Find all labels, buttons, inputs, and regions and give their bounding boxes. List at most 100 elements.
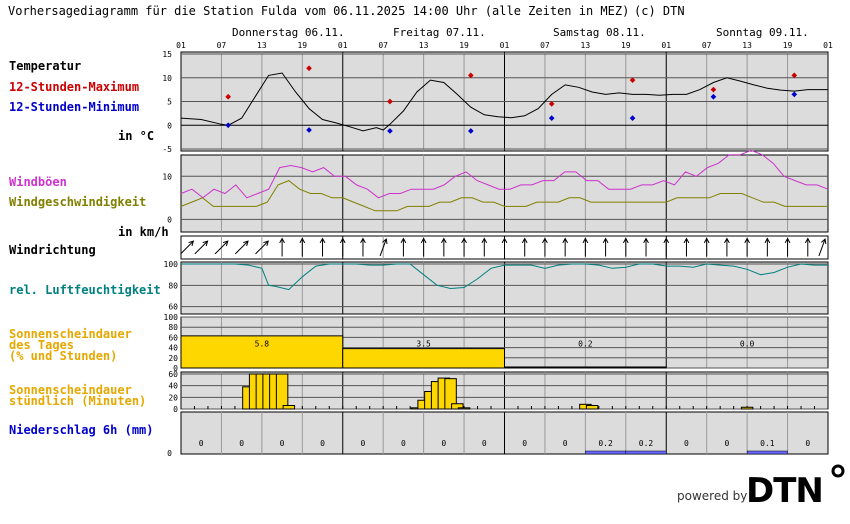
sun-hourly-bar bbox=[275, 373, 289, 410]
label-wind-speed: Windgeschwindigkeit bbox=[9, 195, 146, 209]
wind-arrow-head bbox=[683, 237, 690, 244]
day-label-2: Freitag 07.11. bbox=[393, 26, 486, 39]
hour-tick-label: 01 bbox=[176, 41, 186, 50]
wind-arrow-shaft bbox=[234, 240, 249, 255]
day-label-3: Samstag 08.11. bbox=[553, 26, 646, 39]
wind-arrow-head bbox=[521, 237, 528, 244]
precip-value-label: 0.2 bbox=[598, 439, 613, 448]
wind-arrow bbox=[602, 237, 609, 257]
wind-arrow bbox=[180, 240, 195, 255]
sun-daily-tick-label: 40 bbox=[168, 344, 178, 353]
wind-arrow bbox=[744, 237, 750, 257]
sun-hourly-bar bbox=[457, 407, 471, 410]
sun-hourly-bar bbox=[444, 378, 457, 410]
precip-value-label: 0 bbox=[361, 439, 366, 448]
sun-hourly-tick-label: 20 bbox=[168, 393, 178, 402]
precip-value-label: 0.2 bbox=[639, 439, 654, 448]
sun-hourly-tick-label: 0 bbox=[173, 405, 178, 414]
wind-arrow bbox=[542, 237, 548, 257]
label-temp-unit: in °C bbox=[118, 129, 154, 143]
precip-value-label: 0 bbox=[320, 439, 325, 448]
wind-arrow bbox=[724, 237, 730, 257]
wind-tick-label: 10 bbox=[162, 172, 172, 181]
sun-hourly-bar bbox=[585, 405, 599, 410]
wind-arrow-shaft bbox=[379, 238, 387, 257]
hour-tick-label: 07 bbox=[217, 41, 227, 50]
wind-arrow bbox=[663, 237, 670, 257]
label-gusts: Windböen bbox=[9, 175, 67, 189]
wind-arrow bbox=[319, 237, 326, 257]
dtn-logo-dot bbox=[831, 464, 845, 478]
hour-tick-label: 19 bbox=[621, 41, 631, 50]
wind-arrow-head bbox=[339, 237, 346, 244]
wind-speed-line bbox=[180, 180, 828, 212]
label-min: 12-Stunden-Minimum bbox=[9, 100, 139, 114]
label-precip: Niederschlag 6h (mm) bbox=[9, 423, 154, 437]
wind-arrow bbox=[279, 237, 285, 257]
powered-by-label: powered by bbox=[677, 489, 747, 503]
wind-tick-label: 0 bbox=[167, 215, 172, 224]
min-point bbox=[629, 115, 636, 121]
wind-arrow-head bbox=[562, 237, 568, 244]
min-point bbox=[467, 128, 474, 134]
precip-bar bbox=[746, 450, 788, 455]
sun-daily-value-label: 0.0 bbox=[740, 340, 755, 349]
wind-arrow-shaft bbox=[255, 240, 269, 255]
wind-arrow bbox=[441, 237, 447, 257]
max-point bbox=[548, 101, 555, 107]
precip-value-label: 0 bbox=[805, 439, 810, 448]
wind-arrow-head bbox=[299, 237, 306, 244]
wind-arrow bbox=[501, 237, 508, 257]
precip-value-label: 0 bbox=[684, 439, 689, 448]
max-point bbox=[467, 72, 474, 79]
wind-arrow-head bbox=[481, 237, 488, 244]
wind-arrow-head bbox=[441, 237, 447, 244]
precip-value-label: 0 bbox=[724, 439, 729, 448]
temp-tick-label: 15 bbox=[162, 50, 172, 59]
wind-arrow bbox=[804, 237, 811, 257]
temperature-line bbox=[180, 72, 828, 132]
chart-title: Vorhersagediagramm für die Station Fulda… bbox=[8, 4, 629, 18]
sun-hourly-bar bbox=[740, 406, 754, 410]
wind-direction-panel bbox=[180, 235, 829, 260]
sun-hourly-bar bbox=[282, 405, 296, 410]
sun-hourly-bar bbox=[451, 403, 464, 410]
hour-tick-label: 01 bbox=[823, 41, 833, 50]
hour-tick-label: 01 bbox=[338, 41, 348, 50]
wind-arrow-head bbox=[744, 237, 750, 244]
temp-tick-label: 10 bbox=[162, 74, 172, 83]
sun-daily-value-label: 5.8 bbox=[255, 340, 270, 349]
wind-arrow bbox=[643, 237, 649, 257]
wind-arrow-shaft bbox=[214, 240, 229, 255]
wind-arrow-head bbox=[724, 237, 730, 244]
hour-tick-label: 07 bbox=[378, 41, 388, 50]
wind-arrow bbox=[461, 237, 467, 257]
wind-arrow bbox=[562, 237, 568, 257]
wind-arrow-head bbox=[703, 237, 710, 244]
humidity-tick-label: 80 bbox=[168, 281, 178, 290]
wind-arrow-head bbox=[360, 237, 366, 244]
max-point bbox=[710, 86, 717, 93]
wind-arrow bbox=[784, 237, 791, 257]
wind-panel: 0 10 bbox=[162, 149, 829, 233]
day-label-1: Donnerstag 06.11. bbox=[232, 26, 345, 39]
precip-value-label: 0.1 bbox=[760, 439, 775, 448]
gust-line bbox=[180, 149, 829, 199]
hour-tick-label: 13 bbox=[742, 41, 752, 50]
wind-arrow bbox=[420, 237, 427, 257]
wind-arrow bbox=[764, 237, 771, 257]
temp-tick-label: 0 bbox=[167, 121, 172, 130]
sun-daily-tick-label: 100 bbox=[164, 313, 179, 322]
min-point bbox=[225, 122, 232, 129]
label-temperature: Temperatur bbox=[9, 59, 81, 73]
hour-tick-labels: 01 07 13 19 01 07 13 19 01 07 13 19 01 07 13 19 01 bbox=[176, 41, 833, 50]
sun-daily-tick-label: 0 bbox=[173, 364, 178, 373]
precip-value-label: 0 bbox=[280, 439, 285, 448]
wind-arrow-head bbox=[243, 240, 249, 247]
wind-arrow-head bbox=[188, 240, 195, 247]
temp-tick-label: 5 bbox=[167, 98, 172, 107]
label-wind-unit: in km/h bbox=[118, 225, 169, 239]
label-wind-direction: Windrichtung bbox=[9, 243, 96, 257]
